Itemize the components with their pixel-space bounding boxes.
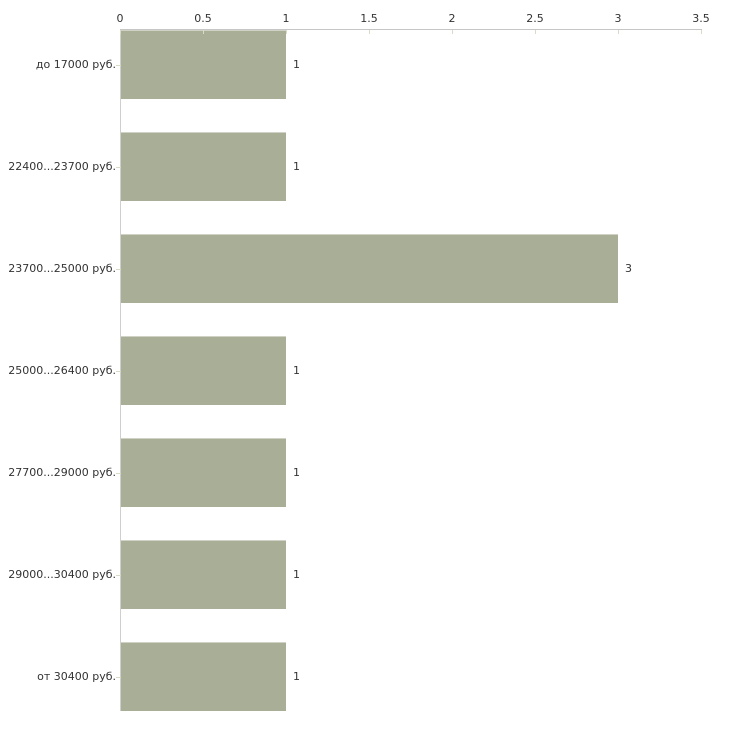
category-label: 27700...29000 руб. — [8, 466, 116, 479]
category-label: 23700...25000 руб. — [8, 262, 116, 275]
x-tick-label: 1.5 — [360, 12, 378, 25]
category-label: 25000...26400 руб. — [8, 364, 116, 377]
value-label: 1 — [293, 58, 300, 71]
value-label: 1 — [293, 160, 300, 173]
x-tick-mark — [286, 30, 287, 34]
x-tick-mark — [369, 30, 370, 34]
bar — [121, 234, 618, 303]
x-tick-label: 1 — [282, 12, 290, 25]
bar — [121, 132, 286, 201]
category-tick-mark — [116, 473, 121, 474]
value-label: 3 — [625, 262, 632, 275]
x-axis-line — [120, 29, 702, 30]
value-label: 1 — [293, 364, 300, 377]
category-tick-mark — [116, 677, 121, 678]
category-label: от 30400 руб. — [37, 670, 116, 683]
x-tick-mark — [452, 30, 453, 34]
x-tick-label: 2 — [448, 12, 456, 25]
bar — [121, 540, 286, 609]
x-tick-label: 2.5 — [526, 12, 544, 25]
category-label: 22400...23700 руб. — [8, 160, 116, 173]
category-tick-mark — [116, 575, 121, 576]
category-tick-mark — [116, 167, 121, 168]
x-tick-label: 3 — [614, 12, 622, 25]
bar — [121, 642, 286, 711]
x-tick-mark — [535, 30, 536, 34]
bar — [121, 336, 286, 405]
x-tick-mark — [701, 30, 702, 34]
category-label: 29000...30400 руб. — [8, 568, 116, 581]
y-axis-line — [120, 29, 121, 711]
value-label: 1 — [293, 568, 300, 581]
value-label: 1 — [293, 670, 300, 683]
x-tick-mark — [120, 30, 121, 34]
value-label: 1 — [293, 466, 300, 479]
x-tick-mark — [203, 30, 204, 34]
x-tick-label: 3.5 — [692, 12, 710, 25]
category-tick-mark — [116, 371, 121, 372]
x-tick-label: 0 — [116, 12, 124, 25]
category-tick-mark — [116, 65, 121, 66]
bar — [121, 30, 286, 99]
x-tick-label: 0.5 — [194, 12, 212, 25]
category-label: до 17000 руб. — [35, 58, 116, 71]
bar — [121, 438, 286, 507]
x-tick-mark — [618, 30, 619, 34]
category-tick-mark — [116, 269, 121, 270]
